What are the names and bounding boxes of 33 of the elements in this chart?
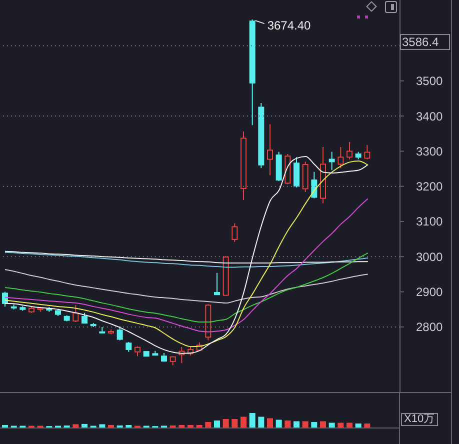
annotation: 3674.40	[267, 18, 312, 33]
candlestick	[170, 356, 176, 366]
text: 3586.4	[400, 34, 450, 50]
bar	[258, 416, 264, 428]
line-series	[4, 252, 368, 323]
bar	[222, 419, 229, 428]
y-tick-label: 3100	[416, 214, 444, 229]
y-tick-label: 2900	[416, 285, 444, 300]
bar	[276, 420, 282, 428]
bar	[284, 420, 291, 428]
bar	[214, 420, 220, 428]
y-tick-label: 2800	[416, 320, 444, 334]
bar	[232, 419, 238, 428]
y-tick-label: 3500	[416, 74, 444, 88]
line-series	[4, 252, 368, 268]
candlestick	[267, 124, 273, 176]
candlestick	[143, 351, 150, 357]
line-series	[4, 269, 368, 304]
y-tick-label: 3200	[416, 180, 444, 194]
bar	[267, 418, 273, 428]
candlestick	[214, 272, 220, 296]
bar	[205, 422, 212, 428]
candlestick	[346, 142, 352, 160]
y-tick-label: 3400	[416, 109, 444, 124]
bar	[249, 413, 256, 428]
bar	[240, 416, 246, 428]
y-tick-label: 3000	[416, 250, 444, 264]
candlestick	[328, 151, 335, 171]
y-axis-title: X10万	[401, 413, 438, 426]
candlestick	[99, 326, 106, 334]
candlestick	[364, 144, 370, 160]
y-tick-label: 3300	[416, 144, 444, 158]
bar	[311, 422, 318, 428]
